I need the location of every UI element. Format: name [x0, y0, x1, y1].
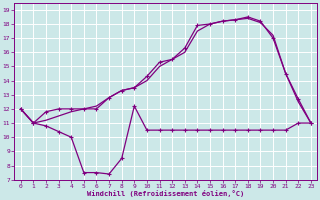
X-axis label: Windchill (Refroidissement éolien,°C): Windchill (Refroidissement éolien,°C)	[87, 190, 244, 197]
